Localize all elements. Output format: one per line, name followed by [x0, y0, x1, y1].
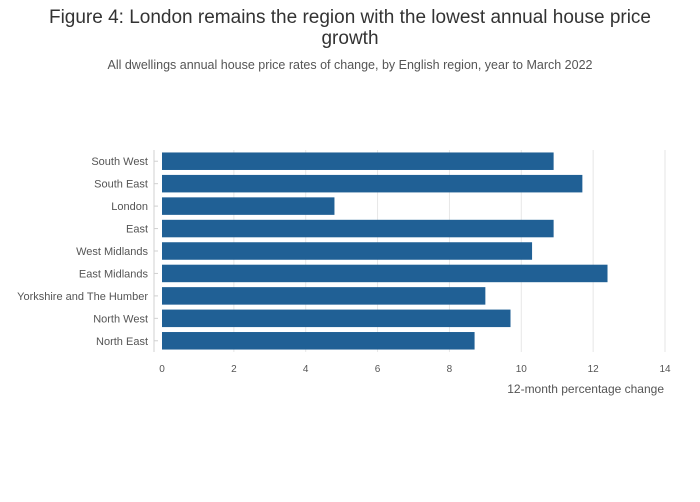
- x-axis-title: 12-month percentage change: [507, 382, 664, 396]
- category-labels: South West South East London East West Midla…: [17, 156, 148, 348]
- x-tick-label: 14: [659, 364, 671, 375]
- x-tick-label: 8: [447, 364, 453, 375]
- x-tick-label: 6: [375, 364, 381, 375]
- bar[interactable]: [162, 197, 335, 215]
- x-tick-label: 4: [303, 364, 309, 375]
- bar[interactable]: [162, 332, 475, 350]
- category-label: North East: [96, 336, 148, 348]
- category-label: North West: [93, 313, 148, 325]
- x-tick-label: 10: [516, 364, 528, 375]
- bar[interactable]: [162, 242, 533, 260]
- bars: [162, 152, 608, 350]
- bar[interactable]: [162, 309, 511, 328]
- x-tick-label: 12: [588, 364, 600, 375]
- chart-subtitle: All dwellings annual house price rates o…: [107, 58, 593, 72]
- bar[interactable]: [162, 264, 608, 283]
- bar[interactable]: [162, 174, 583, 193]
- chart-title: Figure 4: London remains the region with…: [48, 7, 652, 49]
- bar[interactable]: [162, 287, 486, 305]
- category-label: Yorkshire and The Humber: [17, 291, 148, 303]
- category-label: South West: [91, 156, 148, 168]
- category-label: London: [111, 201, 148, 213]
- bar[interactable]: [162, 219, 554, 238]
- category-label: West Midlands: [76, 246, 148, 258]
- x-tick-label: 2: [231, 364, 237, 375]
- bar[interactable]: [162, 152, 554, 170]
- category-label: South East: [94, 179, 148, 191]
- category-label: East: [126, 224, 148, 236]
- category-label: East Midlands: [79, 268, 149, 280]
- x-tick-label: 0: [159, 364, 165, 375]
- x-tick-labels: 0 2 4 6 8 10 12 14: [159, 364, 671, 375]
